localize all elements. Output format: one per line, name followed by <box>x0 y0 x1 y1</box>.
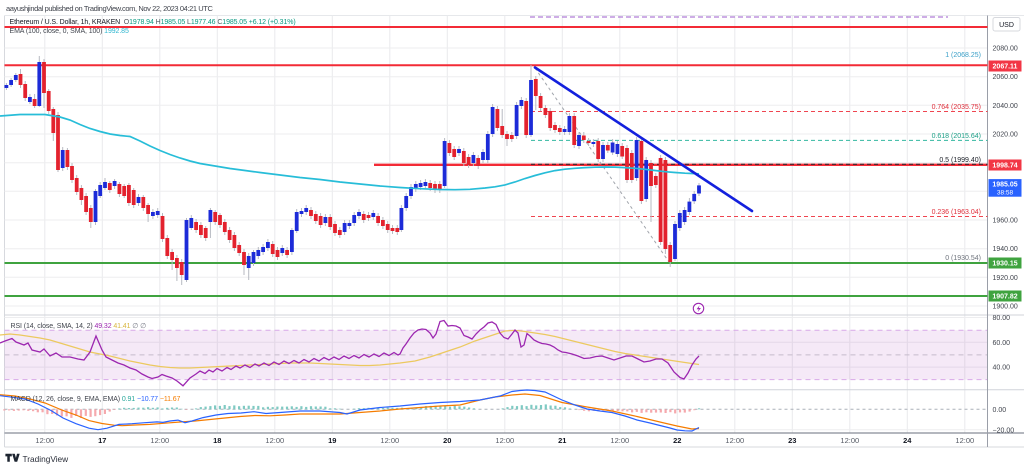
svg-text:0.236 (1963.04): 0.236 (1963.04) <box>932 209 981 216</box>
svg-text:38:58: 38:58 <box>997 189 1014 196</box>
svg-text:23: 23 <box>788 436 796 445</box>
svg-text:19: 19 <box>328 436 336 445</box>
svg-text:18: 18 <box>213 436 221 445</box>
svg-text:2067.11: 2067.11 <box>993 64 1018 71</box>
svg-text:1940.00: 1940.00 <box>993 246 1018 253</box>
svg-text:22: 22 <box>673 436 681 445</box>
svg-text:12:00: 12:00 <box>495 436 514 445</box>
svg-text:2020.00: 2020.00 <box>993 131 1018 138</box>
svg-text:12:00: 12:00 <box>150 436 169 445</box>
svg-text:20: 20 <box>443 436 451 445</box>
svg-text:TradingView: TradingView <box>23 453 70 463</box>
svg-text:40.00: 40.00 <box>993 365 1011 372</box>
svg-text:12:00: 12:00 <box>955 436 974 445</box>
svg-text:1998.74: 1998.74 <box>992 163 1017 170</box>
svg-text:1900.00: 1900.00 <box>993 303 1018 310</box>
svg-text:12:00: 12:00 <box>840 436 859 445</box>
svg-text:24: 24 <box>903 436 912 445</box>
svg-text:12:00: 12:00 <box>265 436 284 445</box>
svg-text:USD: USD <box>999 22 1014 29</box>
svg-text:12:00: 12:00 <box>725 436 744 445</box>
svg-text:1920.00: 1920.00 <box>993 275 1018 282</box>
svg-text:80.00: 80.00 <box>993 315 1011 322</box>
svg-text:1 (2068.25): 1 (2068.25) <box>945 52 981 59</box>
svg-text:12:00: 12:00 <box>610 436 629 445</box>
svg-text:2040.00: 2040.00 <box>993 103 1018 110</box>
svg-text:21: 21 <box>558 436 566 445</box>
svg-text:2060.00: 2060.00 <box>993 74 1018 81</box>
svg-text:1930.15: 1930.15 <box>992 261 1017 268</box>
svg-text:0.5 (1999.40): 0.5 (1999.40) <box>939 157 981 164</box>
svg-text:12:00: 12:00 <box>35 436 54 445</box>
svg-text:0.618 (2015.64): 0.618 (2015.64) <box>932 133 981 140</box>
svg-text:0.00: 0.00 <box>993 407 1007 414</box>
svg-text:0 (1930.54): 0 (1930.54) <box>945 255 981 262</box>
svg-text:60.00: 60.00 <box>993 340 1011 347</box>
svg-text:0.764 (2035.75): 0.764 (2035.75) <box>932 104 981 111</box>
svg-text:1907.82: 1907.82 <box>992 294 1017 301</box>
svg-text:17: 17 <box>98 436 106 445</box>
svg-text:2080.00: 2080.00 <box>993 46 1018 53</box>
svg-text:1985.05: 1985.05 <box>992 181 1017 188</box>
svg-text:−20.00: −20.00 <box>993 427 1015 434</box>
svg-text:12:00: 12:00 <box>380 436 399 445</box>
svg-text:1960.00: 1960.00 <box>993 217 1018 224</box>
